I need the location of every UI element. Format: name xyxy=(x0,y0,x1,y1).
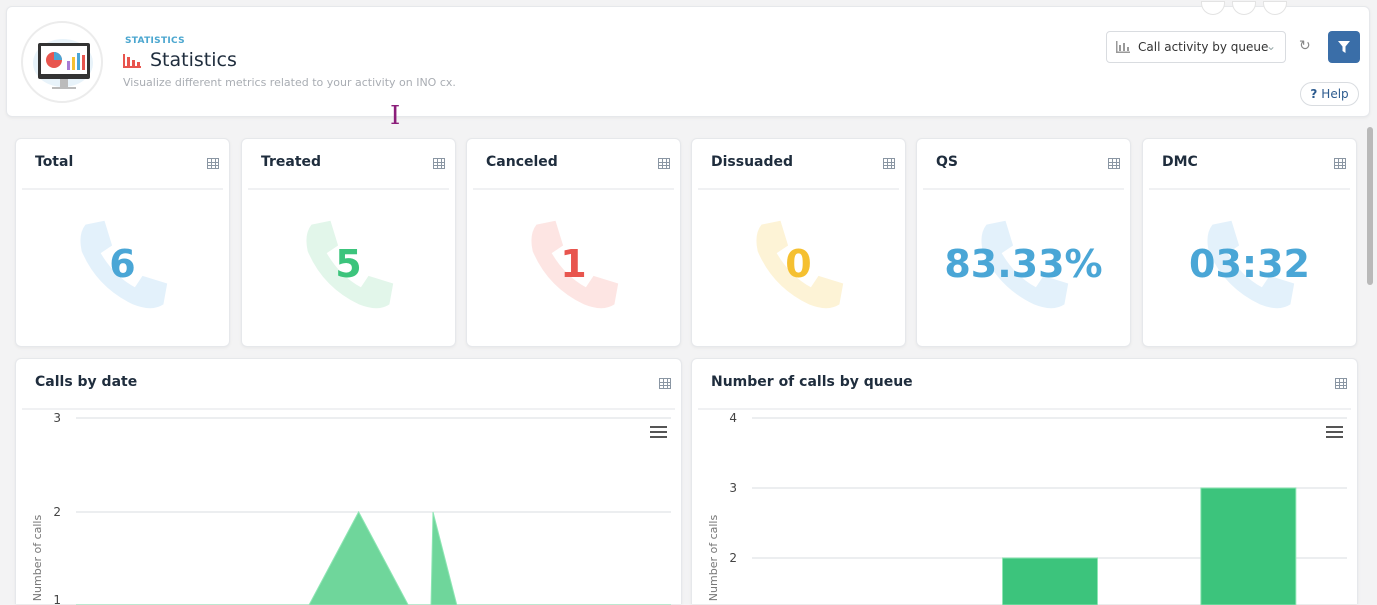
chart-title: Calls by date xyxy=(35,374,138,390)
bar xyxy=(1200,487,1297,605)
divider xyxy=(1149,188,1350,190)
page-header: STATISTICS Statistics Visualize differen… xyxy=(6,1,1370,117)
chart-title: Number of calls by queue xyxy=(711,374,913,390)
scrollbar[interactable] xyxy=(1367,127,1373,285)
stat-value: 0 xyxy=(785,242,812,286)
stat-card-dmc: DMC 03:32 xyxy=(1142,138,1357,347)
bar-chart-icon xyxy=(1116,41,1130,53)
bar xyxy=(1002,557,1098,605)
divider xyxy=(22,188,223,190)
table-view-icon[interactable] xyxy=(207,158,219,169)
stat-value: 83.33% xyxy=(944,242,1103,286)
stat-card-total: Total 6 xyxy=(15,138,230,347)
statistics-logo xyxy=(21,21,103,103)
divider xyxy=(248,188,449,190)
stat-value: 1 xyxy=(560,242,587,286)
phone-tab-icon[interactable] xyxy=(1201,1,1225,15)
phone-icon xyxy=(981,220,1069,309)
y-axis-label: Number of calls xyxy=(31,515,44,602)
page-title: Statistics xyxy=(123,49,237,71)
divider xyxy=(698,408,1351,410)
breadcrumb: STATISTICS xyxy=(125,36,185,46)
table-view-icon[interactable] xyxy=(433,158,445,169)
phone-icon xyxy=(80,220,168,309)
phone-icon xyxy=(756,220,844,309)
bar-chart-icon xyxy=(123,54,141,68)
stat-label: Canceled xyxy=(486,154,558,170)
calls-by-queue-card: Number of calls by queue 2 3 4 Number of ca… xyxy=(691,358,1358,605)
y-axis-label: Number of calls xyxy=(707,515,720,602)
text-cursor-icon: I xyxy=(390,101,401,131)
stat-label: Dissuaded xyxy=(711,154,794,170)
page-subtitle: Visualize different metrics related to y… xyxy=(123,76,456,89)
stat-label: Treated xyxy=(261,154,322,170)
phone-icon xyxy=(1207,220,1295,309)
y-tick-label: 1 xyxy=(53,593,61,605)
calls-by-date-card: Calls by date 1 2 3 Number of calls xyxy=(15,358,682,605)
contacts-tab-icon[interactable] xyxy=(1232,1,1256,15)
stat-card-canceled: Canceled 1 xyxy=(466,138,681,347)
filter-button[interactable] xyxy=(1328,31,1360,63)
help-button[interactable]: ? Help xyxy=(1300,82,1359,106)
stat-value: 6 xyxy=(109,242,136,286)
divider xyxy=(698,188,899,190)
stat-card-qs: QS 83.33% xyxy=(916,138,1131,347)
refresh-icon[interactable]: ↻ xyxy=(1299,38,1311,54)
y-tick-label: 2 xyxy=(53,505,61,519)
area-series xyxy=(76,510,671,605)
table-view-icon[interactable] xyxy=(1108,158,1120,169)
stat-card-treated: Treated 5 xyxy=(241,138,456,347)
table-view-icon[interactable] xyxy=(659,378,671,389)
chat-tab-icon[interactable] xyxy=(1263,1,1287,15)
stat-label: Total xyxy=(35,154,74,170)
divider xyxy=(22,408,675,410)
table-view-icon[interactable] xyxy=(883,158,895,169)
stat-value: 5 xyxy=(335,242,362,286)
y-tick-label: 2 xyxy=(729,551,737,565)
table-view-icon[interactable] xyxy=(1334,158,1346,169)
phone-icon xyxy=(306,220,394,309)
filter-icon xyxy=(1338,41,1350,53)
table-view-icon[interactable] xyxy=(1335,378,1347,389)
stat-label: DMC xyxy=(1162,154,1198,170)
stat-card-dissuaded: Dissuaded 0 xyxy=(691,138,906,347)
page-title-text: Statistics xyxy=(150,49,237,71)
help-icon: ? xyxy=(1310,87,1318,101)
table-view-icon[interactable] xyxy=(658,158,670,169)
y-tick-label: 4 xyxy=(729,411,737,425)
chevron-down-icon: ⌄ xyxy=(1265,39,1276,53)
calls-by-queue-chart: 2 3 4 Number of calls xyxy=(707,411,1347,605)
calls-by-date-chart: 1 2 3 Number of calls xyxy=(31,411,671,605)
phone-icon xyxy=(531,220,619,309)
help-label: Help xyxy=(1321,87,1349,101)
stat-label: QS xyxy=(936,154,958,170)
view-select[interactable]: Call activity by queue ⌄ xyxy=(1106,31,1286,63)
y-tick-label: 3 xyxy=(53,411,61,425)
stat-value: 03:32 xyxy=(1189,242,1310,286)
divider xyxy=(473,188,674,190)
divider xyxy=(923,188,1124,190)
chart-menu-icon[interactable] xyxy=(1326,426,1343,438)
view-select-value: Call activity by queue xyxy=(1138,40,1269,54)
y-tick-label: 3 xyxy=(729,481,737,495)
chart-menu-icon[interactable] xyxy=(650,426,667,438)
